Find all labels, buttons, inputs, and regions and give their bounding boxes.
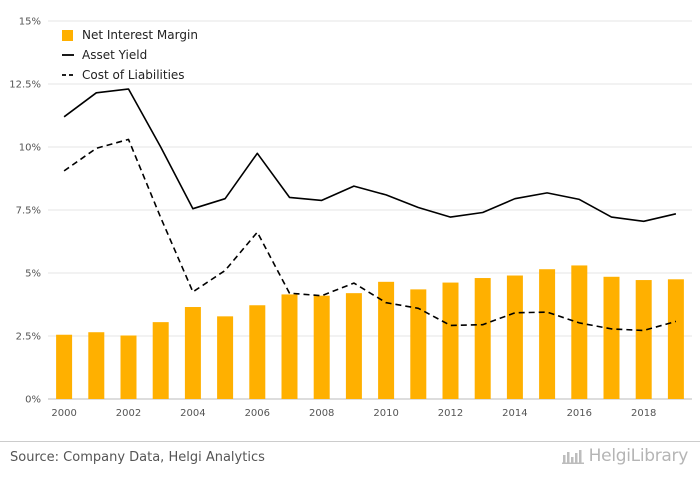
bar bbox=[152, 322, 169, 399]
bar bbox=[667, 279, 684, 399]
x-tick-label: 2012 bbox=[438, 408, 463, 419]
y-tick-label: 0% bbox=[25, 395, 41, 406]
footer-divider bbox=[0, 441, 700, 442]
line-asset-yield bbox=[63, 88, 677, 223]
legend-label: Asset Yield bbox=[82, 48, 147, 62]
bar bbox=[88, 332, 105, 399]
x-tick-label: 2008 bbox=[309, 408, 334, 419]
x-tick-label: 2018 bbox=[631, 408, 656, 419]
bars-net-interest-margin bbox=[56, 265, 684, 399]
x-tick-label: 2006 bbox=[245, 408, 270, 419]
y-tick-label: 7.5% bbox=[16, 206, 41, 217]
bar bbox=[345, 293, 362, 399]
chart: 0% 2.5% 5% 7.5% 10% 12.5% 15% 2000 2002 2004 2006… bbox=[9, 17, 692, 419]
bar bbox=[249, 305, 266, 399]
line-cost-of-liabilities bbox=[63, 138, 677, 332]
legend-swatch-bar bbox=[62, 30, 73, 41]
x-axis-tick-labels: 2000 2002 2004 2006 2008 2010 2012 2014 2016 2018 bbox=[51, 408, 656, 419]
bar bbox=[506, 275, 523, 399]
bar bbox=[539, 269, 556, 399]
y-tick-label: 5% bbox=[25, 269, 41, 280]
x-tick-label: 2000 bbox=[51, 408, 76, 419]
bar bbox=[442, 282, 459, 399]
bar bbox=[120, 335, 137, 399]
brand: HelgiLibrary bbox=[561, 446, 689, 466]
legend: Net Interest Margin Asset Yield Cost of Li… bbox=[62, 28, 198, 82]
brand-name: HelgiLibrary bbox=[588, 446, 689, 466]
bar bbox=[281, 294, 298, 399]
x-tick-label: 2014 bbox=[502, 408, 527, 419]
bar bbox=[603, 276, 620, 399]
bar bbox=[410, 289, 427, 399]
x-tick-label: 2010 bbox=[373, 408, 398, 419]
helgi-library-logo-icon bbox=[561, 450, 584, 464]
line-series bbox=[63, 88, 677, 332]
bar bbox=[571, 265, 588, 399]
y-tick-label: 15% bbox=[19, 17, 41, 28]
bar bbox=[217, 316, 234, 399]
y-tick-label: 10% bbox=[19, 143, 41, 154]
x-tick-label: 2002 bbox=[116, 408, 141, 419]
y-tick-label: 12.5% bbox=[9, 80, 41, 91]
bar bbox=[313, 295, 330, 399]
y-axis-tick-labels: 0% 2.5% 5% 7.5% 10% 12.5% 15% bbox=[9, 17, 41, 406]
y-tick-label: 2.5% bbox=[16, 332, 41, 343]
bar bbox=[56, 334, 73, 399]
x-tick-label: 2004 bbox=[180, 408, 205, 419]
bar bbox=[474, 278, 491, 399]
bar bbox=[635, 280, 652, 399]
legend-label: Net Interest Margin bbox=[82, 28, 198, 42]
source-note: Source: Company Data, Helgi Analytics bbox=[10, 450, 265, 465]
bar bbox=[184, 307, 201, 399]
x-tick-label: 2016 bbox=[567, 408, 592, 419]
legend-label: Cost of Liabilities bbox=[82, 68, 185, 82]
bar bbox=[378, 281, 395, 399]
